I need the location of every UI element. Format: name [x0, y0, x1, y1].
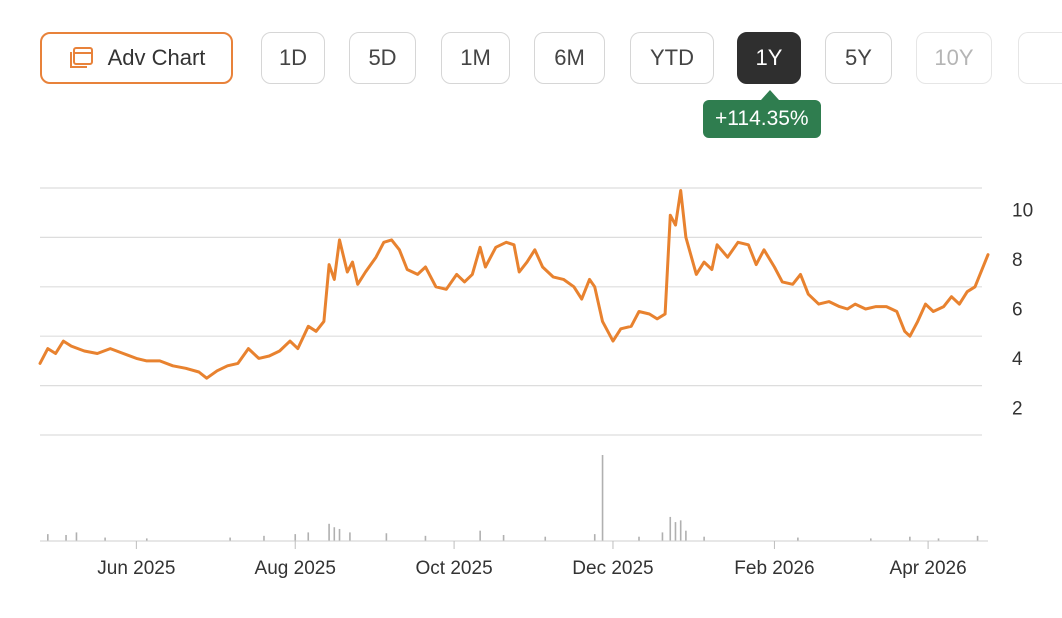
range-button-1m[interactable]: 1M: [441, 32, 510, 84]
volume-bar: [328, 523, 330, 541]
y-tick-label: 4: [1012, 349, 1023, 370]
volume-bar: [307, 532, 310, 541]
range-button-10y[interactable]: 10Y: [916, 32, 992, 84]
range-button-5y[interactable]: 5Y: [825, 32, 892, 84]
volume-bar: [338, 528, 341, 541]
volume-bar: [263, 535, 265, 541]
range-label: 1Y: [755, 45, 783, 70]
y-tick-label: 6: [1012, 300, 1023, 321]
volume-bar: [976, 535, 979, 541]
range-button-5d[interactable]: 5D: [349, 32, 416, 84]
volume-bar: [47, 534, 49, 541]
volume-bar: [638, 536, 640, 541]
volume-bar: [385, 533, 388, 541]
range-button-more[interactable]: [1018, 32, 1062, 84]
adv-chart-button[interactable]: Adv Chart: [40, 32, 233, 84]
range-label: 1M: [460, 45, 491, 70]
volume-bar: [544, 536, 547, 541]
volume-bar: [75, 532, 78, 541]
y-tick-label: 8: [1012, 250, 1023, 271]
x-tick-label: Oct 2025: [416, 558, 493, 579]
x-axis: Jun 2025 Aug 2025 Oct 2025 Dec 2025 Feb 2026…: [97, 541, 967, 579]
volume-bar: [674, 522, 677, 541]
y-axis: 2 4 6 8 10: [1012, 201, 1033, 420]
x-tick-label: Aug 2025: [255, 558, 336, 579]
range-label: 5Y: [845, 45, 872, 70]
volume-bar: [937, 538, 940, 541]
volume-bar: [502, 534, 505, 541]
volume-bar: [349, 532, 351, 541]
adv-chart-label: Adv Chart: [107, 45, 206, 70]
x-tick-label: Jun 2025: [97, 558, 175, 579]
volume-bar: [685, 530, 687, 541]
volume-bar: [65, 534, 67, 541]
range-button-1d[interactable]: 1D: [261, 32, 325, 84]
x-tick-label: Dec 2025: [572, 558, 653, 579]
range-button-6m[interactable]: 6M: [534, 32, 605, 84]
range-label: YTD: [650, 45, 694, 70]
change-badge: +114.35%: [703, 100, 821, 138]
volume-bar: [145, 538, 148, 541]
volume-bar: [669, 516, 672, 541]
range-label: 1D: [278, 45, 308, 70]
grid-lines: [40, 187, 982, 436]
chart-window-icon: [68, 46, 94, 70]
range-label: 5D: [368, 45, 397, 70]
x-tick-label: Feb 2026: [734, 558, 814, 579]
y-tick-label: 10: [1012, 201, 1033, 222]
volume-bar: [424, 535, 427, 541]
volume-bar: [601, 455, 604, 541]
volume-bar: [294, 534, 297, 541]
volume-bars: [47, 455, 979, 541]
range-button-1y[interactable]: 1Y: [737, 32, 801, 84]
volume-bar: [909, 536, 911, 541]
range-label: 6M: [554, 45, 585, 70]
volume-bar: [593, 534, 596, 541]
range-label: 10Y: [934, 45, 974, 70]
volume-bar: [479, 530, 481, 541]
volume-bar: [661, 532, 664, 541]
volume-bar: [229, 537, 231, 541]
y-tick-label: 2: [1012, 398, 1023, 419]
badge-pointer: [761, 90, 779, 100]
volume-bar: [679, 520, 682, 541]
price-series-line: [38, 189, 990, 380]
x-tick-label: Apr 2026: [890, 558, 967, 579]
volume-bar: [703, 536, 705, 541]
volume-bar: [870, 538, 872, 541]
volume-bar: [333, 527, 336, 541]
volume-bar: [104, 537, 106, 541]
volume-bar: [797, 537, 799, 541]
range-button-ytd[interactable]: YTD: [630, 32, 714, 84]
